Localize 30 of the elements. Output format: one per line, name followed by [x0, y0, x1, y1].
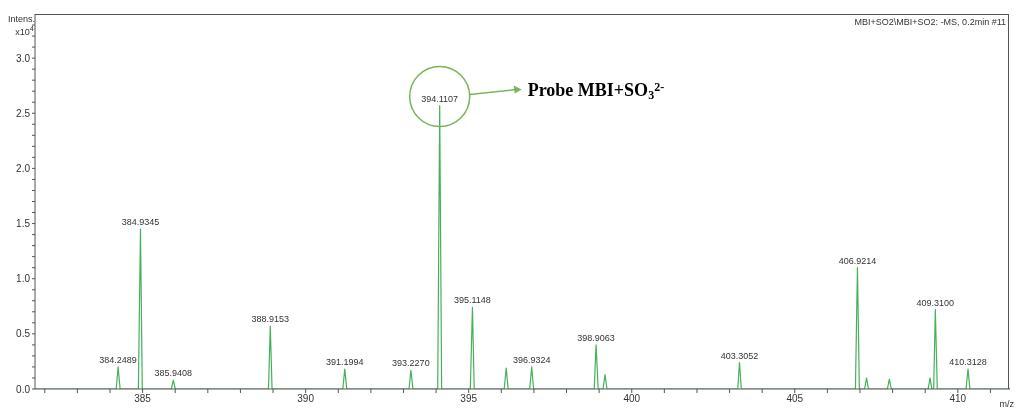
y-tick-label: 3.0 — [16, 52, 31, 64]
y-tick-label: 2.0 — [16, 162, 31, 174]
y-tick-label: 0.0 — [16, 383, 31, 395]
y-axis-title: Intens. x10$^{4}$ — [8, 14, 36, 37]
annotation: 406.9214 — [838, 255, 877, 266]
y-tick-label: 1.5 — [16, 218, 31, 230]
x-axis-title: m/z — [999, 399, 1014, 409]
annotation: MBI+SO2\MBI+SO2: -MS, 0.2min #11 — [854, 17, 1006, 27]
x-tick-label: 390 — [297, 393, 315, 405]
y-tick-label: 0.5 — [16, 328, 31, 340]
annotation: 385.9408 — [154, 368, 193, 379]
x-tick-label: 410 — [949, 393, 967, 405]
x-tick-label: 400 — [623, 393, 641, 405]
annotation: 398.9063 — [577, 332, 615, 343]
annotation: 388.9153 — [251, 314, 290, 325]
annotation: 394.1107 — [421, 93, 459, 104]
x-tick-label: 405 — [786, 393, 804, 405]
annotation: 393.2270 — [392, 358, 430, 369]
annotation: 384.9345 — [121, 217, 160, 228]
annotation: 395.1148 — [454, 295, 491, 306]
y-tick-label: 1.0 — [16, 273, 31, 285]
x-tick-label: 395 — [460, 393, 478, 405]
annotation: 403.3052 — [720, 350, 759, 361]
annotation: 391.1994 — [325, 357, 364, 368]
annotation: 410.3128 — [949, 357, 987, 368]
x-tick-label: 385 — [134, 393, 152, 405]
y-tick-label: 2.5 — [16, 107, 31, 119]
annotation: 384.2489 — [99, 354, 137, 365]
annotation: 396.9324 — [512, 354, 551, 365]
annotation: 409.3100 — [916, 297, 955, 308]
